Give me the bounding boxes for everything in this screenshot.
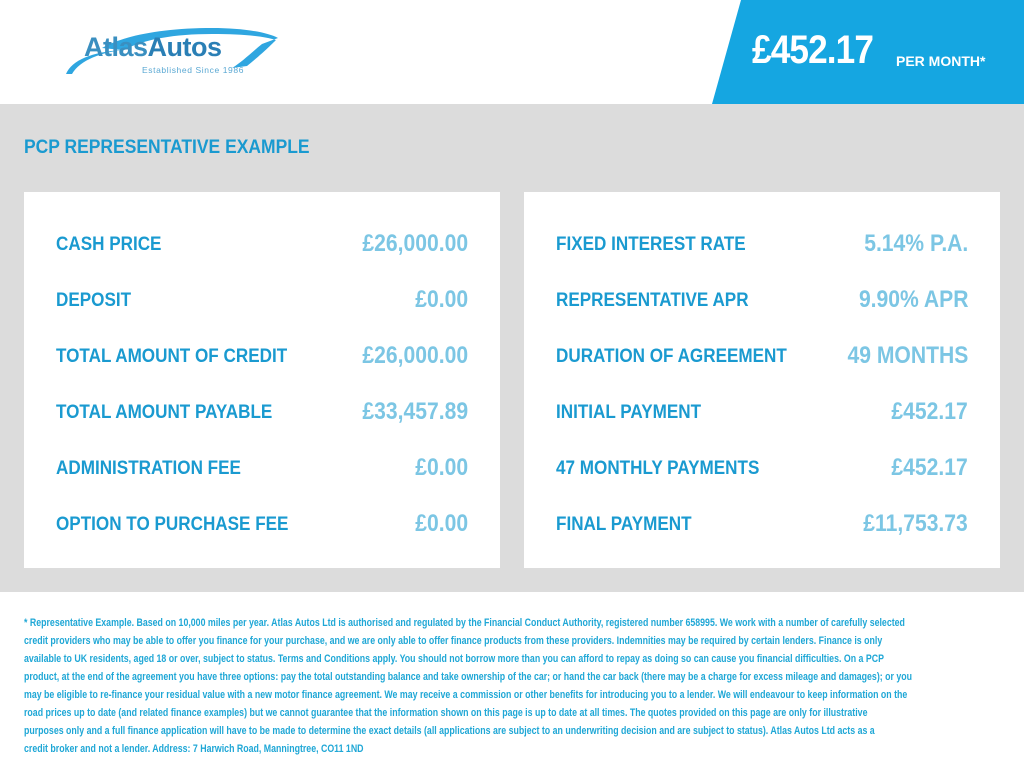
logo-tagline: Established Since 1986 <box>142 65 245 75</box>
atlas-autos-logo[interactable]: AtlasAutos Established Since 1986 <box>62 22 282 82</box>
car-swoosh-icon <box>66 28 278 74</box>
section-title: PCP REPRESENTATIVE EXAMPLE <box>24 137 310 158</box>
right-finance-card: FIXED INTEREST RATE 5.14% P.A. REPRESENTAT… <box>524 192 1000 568</box>
finance-value: 9.90% APR <box>858 286 968 313</box>
logo-name-b: Autos <box>147 32 223 62</box>
left-finance-card: CASH PRICE £26,000.00 DEPOSIT £0.00 TOTAL AM… <box>24 192 500 568</box>
finance-value: £452.17 <box>891 398 968 425</box>
disclaimer-line: available to UK residents, aged 18 or ov… <box>24 653 884 665</box>
finance-row: FIXED INTEREST RATE 5.14% P.A. <box>556 230 968 260</box>
finance-label: REPRESENTATIVE APR <box>556 290 749 311</box>
finance-value: £0.00 <box>415 286 468 313</box>
finance-row: TOTAL AMOUNT PAYABLE £33,457.89 <box>56 398 468 428</box>
finance-label: INITIAL PAYMENT <box>556 402 702 423</box>
logo-name-a: Atlas <box>84 32 148 62</box>
finance-value: £11,753.73 <box>863 510 968 537</box>
finance-label: TOTAL AMOUNT PAYABLE <box>56 402 273 423</box>
finance-row: TOTAL AMOUNT OF CREDIT £26,000.00 <box>56 342 468 372</box>
finance-label: ADMINISTRATION FEE <box>56 458 241 479</box>
finance-label: TOTAL AMOUNT OF CREDIT <box>56 346 288 367</box>
disclaimer-line: credit providers who may be able to offe… <box>24 635 883 647</box>
finance-row: OPTION TO PURCHASE FEE £0.00 <box>56 510 468 540</box>
header: AtlasAutos Established Since 1986 £452.1… <box>0 0 1024 104</box>
finance-value: £0.00 <box>415 510 468 537</box>
disclaimer-line: * Representative Example. Based on 10,00… <box>24 617 905 629</box>
finance-value: £33,457.89 <box>362 398 468 425</box>
finance-value: £0.00 <box>415 454 468 481</box>
disclaimer-line: purposes only and a full finance applica… <box>24 725 875 737</box>
finance-row: ADMINISTRATION FEE £0.00 <box>56 454 468 484</box>
finance-label: 47 MONTHLY PAYMENTS <box>556 458 760 479</box>
finance-value: 5.14% P.A. <box>863 230 968 257</box>
finance-label: DURATION OF AGREEMENT <box>556 346 787 367</box>
disclaimer-line: road prices up to date (and related fina… <box>24 707 868 719</box>
finance-value: £452.17 <box>891 454 968 481</box>
disclaimer-line: credit broker and not a lender. Address:… <box>24 743 364 755</box>
finance-row: REPRESENTATIVE APR 9.90% APR <box>556 286 968 316</box>
finance-row: INITIAL PAYMENT £452.17 <box>556 398 968 428</box>
finance-label: FINAL PAYMENT <box>556 514 692 535</box>
finance-value: 49 MONTHS <box>847 342 968 369</box>
finance-row: DEPOSIT £0.00 <box>56 286 468 316</box>
finance-label: DEPOSIT <box>56 290 132 311</box>
finance-row: FINAL PAYMENT £11,753.73 <box>556 510 968 540</box>
logo-text: AtlasAutos <box>84 32 222 63</box>
disclaimer: * Representative Example. Based on 10,00… <box>24 614 1024 758</box>
finance-label: CASH PRICE <box>56 234 162 255</box>
finance-value: £26,000.00 <box>362 342 468 369</box>
finance-row: 47 MONTHLY PAYMENTS £452.17 <box>556 454 968 484</box>
per-month-label: PER MONTH* <box>896 53 986 69</box>
finance-row: CASH PRICE £26,000.00 <box>56 230 468 260</box>
finance-row: DURATION OF AGREEMENT 49 MONTHS <box>556 342 968 372</box>
finance-value: £26,000.00 <box>362 230 468 257</box>
disclaimer-line: may be eligible to re-finance your resid… <box>24 689 908 701</box>
disclaimer-line: product, at the end of the agreement you… <box>24 671 913 683</box>
finance-label: OPTION TO PURCHASE FEE <box>56 514 289 535</box>
monthly-price: £452.17 <box>752 28 874 72</box>
finance-label: FIXED INTEREST RATE <box>556 234 746 255</box>
price-banner <box>712 0 1024 104</box>
